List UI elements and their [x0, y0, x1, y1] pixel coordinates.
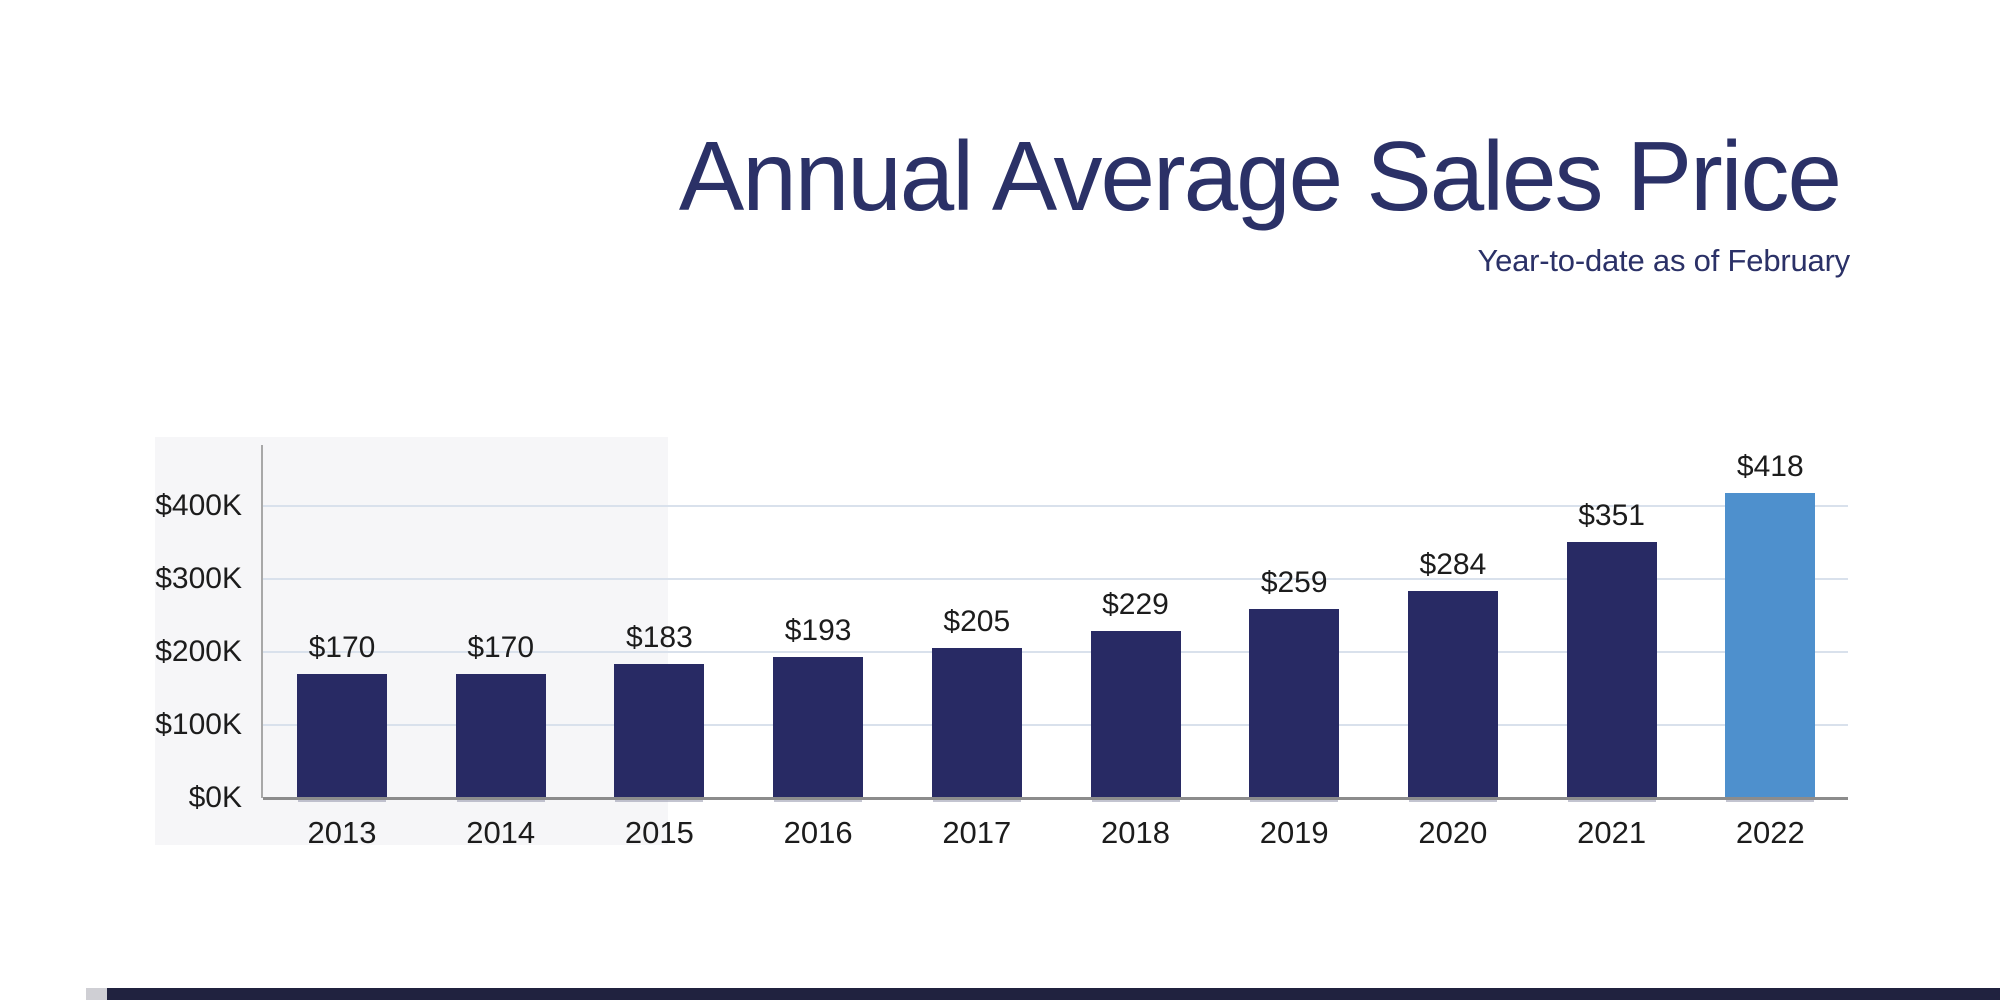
- gridline-$200K: [263, 651, 1848, 653]
- x-axis-label: 2020: [1418, 815, 1488, 850]
- x-axis-label: 2014: [466, 815, 536, 850]
- y-tick-label: $0K: [188, 781, 242, 814]
- footer-strip: [107, 988, 2000, 1000]
- x-axis-line: [263, 797, 1848, 800]
- bar-2022: [1725, 492, 1816, 798]
- bar-value-label: $183: [626, 621, 693, 655]
- x-axis-label: 2013: [307, 815, 377, 850]
- page-title: Annual Average Sales Price: [678, 121, 1842, 231]
- bar-value-label: $284: [1419, 547, 1487, 581]
- x-axis-label: 2019: [1259, 815, 1329, 850]
- bar-2020: [1407, 590, 1498, 798]
- y-tick-label: $400K: [155, 489, 242, 522]
- bar-2014: [455, 673, 546, 798]
- bar-value-label: $205: [943, 605, 1011, 639]
- footer-strip-cap: [86, 988, 107, 1000]
- x-axis-label: 2015: [624, 815, 694, 850]
- bar-value-label: $170: [308, 630, 376, 664]
- gridline-$400K: [263, 505, 1848, 507]
- bar-value-label: $170: [467, 630, 535, 664]
- bar-2019: [1249, 608, 1340, 798]
- bar-2015: [614, 664, 705, 798]
- bar-2017: [931, 648, 1022, 798]
- x-axis-label: 2022: [1735, 815, 1805, 850]
- x-axis-label: 2016: [783, 815, 853, 850]
- bar-value-label: $351: [1578, 498, 1645, 532]
- y-tick-label: $300K: [155, 562, 242, 595]
- bar-value-label: $229: [1102, 587, 1169, 621]
- x-axis-label: 2021: [1577, 815, 1647, 850]
- gridline-$100K: [263, 724, 1848, 726]
- bar-2013: [297, 673, 387, 798]
- y-tick-label: $100K: [155, 708, 242, 741]
- bar-2018: [1090, 630, 1181, 798]
- bar-value-label: $259: [1260, 565, 1328, 599]
- gridline-$300K: [263, 578, 1848, 580]
- bar-value-label: $418: [1736, 449, 1804, 483]
- x-axis-label: 2017: [942, 815, 1012, 850]
- y-axis-line: [261, 445, 263, 798]
- bar-2021: [1566, 541, 1657, 798]
- bar-2016: [773, 657, 864, 798]
- y-tick-label: $200K: [155, 635, 242, 668]
- x-axis-label: 2018: [1101, 815, 1170, 850]
- bar-value-label: $193: [784, 614, 852, 648]
- page-subtitle: Year-to-date as of February: [1477, 243, 1850, 278]
